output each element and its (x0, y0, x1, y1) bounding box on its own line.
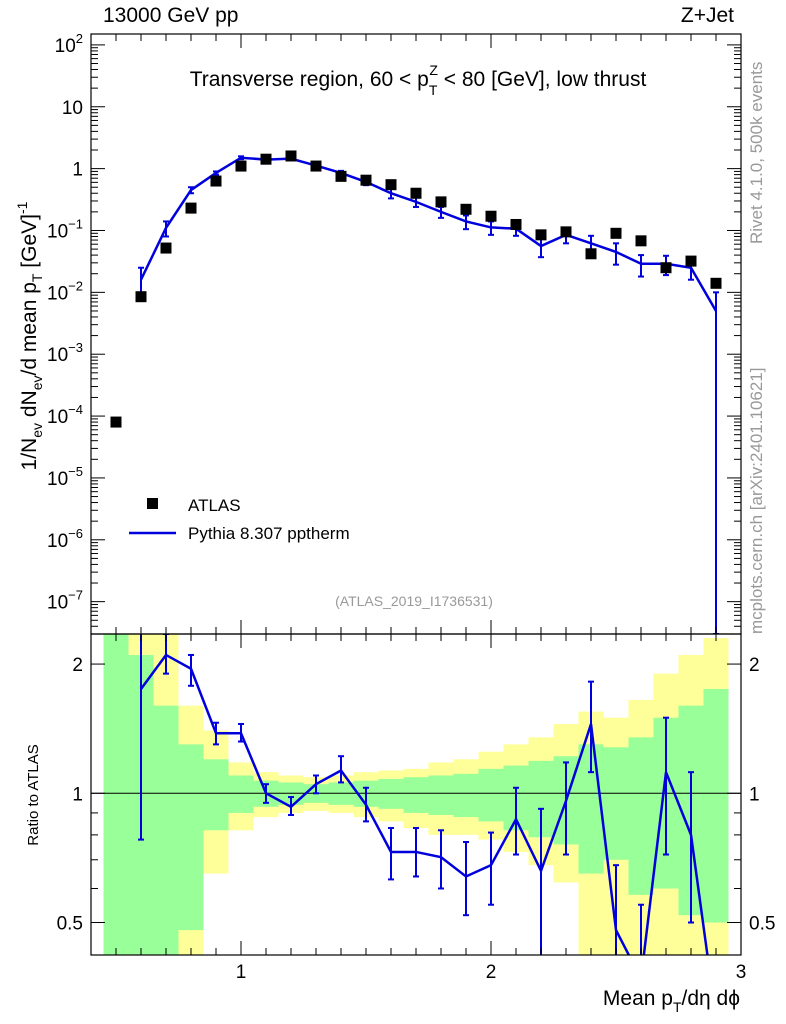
atlas-data-point (535, 229, 547, 241)
atlas-data-point (660, 262, 672, 274)
atlas-data-point (710, 277, 722, 289)
atlas-data-point (160, 242, 172, 254)
ratio-band-inner (453, 773, 479, 818)
analysis-label: (ATLAS_2019_I1736531) (335, 593, 493, 609)
ratio-uncertainty-bands (103, 634, 729, 955)
main-y-tick-label: 10−6 (47, 526, 83, 552)
atlas-data-point (485, 210, 497, 222)
main-plot-marks (110, 150, 722, 634)
ratio-band-inner (703, 688, 729, 923)
ratio-y-tick-label-left: 1 (72, 784, 83, 805)
atlas-data-point (135, 291, 147, 303)
atlas-data-point (310, 160, 322, 172)
main-y-tick-label: 10−3 (47, 340, 83, 366)
main-y-tick-label: 10−1 (47, 216, 83, 242)
ratio-plot-marks (91, 634, 741, 955)
ratio-y-tick-label-left: 2 (72, 655, 83, 676)
main-y-tick-label: 10−7 (47, 588, 83, 614)
main-y-tick-label: 10−2 (47, 278, 83, 304)
ratio-band-inner (628, 737, 654, 895)
atlas-data-point (610, 227, 622, 239)
atlas-data-point (460, 203, 472, 215)
legend-atlas-marker (147, 498, 158, 509)
ratio-y-axis-label: Ratio to ATLAS (25, 744, 42, 845)
x-axis-label: Mean pT/dη dϕ (603, 987, 740, 1015)
atlas-data-point (385, 179, 397, 191)
main-y-tick-label: 102 (55, 31, 83, 57)
atlas-data-point (185, 202, 197, 214)
ratio-y-tick-label-right: 1 (749, 784, 760, 805)
ratio-y-tick-label-right: 2 (749, 655, 760, 676)
main-frame (90, 33, 742, 635)
collision-label: 13000 GeV pp (103, 4, 239, 27)
ratio-band-inner (178, 744, 204, 931)
ratio-band-inner (403, 777, 429, 813)
main-y-tick-label: 10−5 (47, 464, 83, 490)
mc-line (139, 156, 718, 312)
ratio-band-inner (478, 768, 504, 822)
atlas-data-point (585, 248, 597, 260)
ratio-band-inner (378, 778, 404, 809)
rivet-label: Rivet 4.1.0, 500k events (747, 61, 766, 244)
atlas-data-point (410, 187, 422, 199)
atlas-data-point (510, 218, 522, 230)
ratio-band-inner (428, 775, 454, 816)
axes: 10−7 10−6 10−5 10−4 10−3 10−2 10−1 1 10 102 1 2 3 0.5… (47, 31, 775, 983)
process-label: Z+Jet (680, 4, 734, 27)
main-y-tick-label: 10−4 (47, 402, 83, 428)
atlas-data-point (560, 226, 572, 238)
atlas-data-point (435, 196, 447, 208)
ratio-band-inner (203, 759, 229, 831)
main-y-tick-label: 1 (72, 160, 83, 181)
legend: ATLAS Pythia 8.307 pptherm (129, 496, 350, 543)
x-tick-label: 1 (236, 962, 247, 983)
main-title: Transverse region, 60 < pTZ < 80 [GeV], … (190, 62, 647, 98)
ratio-y-tick-label-right: 0.5 (749, 913, 775, 934)
ratio-y-tick-label-left: 0.5 (57, 913, 83, 934)
x-tick-label: 2 (486, 962, 497, 983)
legend-atlas-label: ATLAS (188, 496, 241, 515)
atlas-data-point (360, 174, 372, 186)
main-y-axis-label: 1/Nev dNev/d mean pT [GeV]-1 (14, 201, 45, 470)
atlas-data-point (235, 160, 247, 172)
atlas-data-point (285, 150, 297, 162)
ratio-band-inner (603, 747, 629, 860)
atlas-data-point (210, 175, 222, 187)
atlas-data-point (635, 235, 647, 247)
ratio-band-inner (153, 705, 179, 955)
mcplots-label: mcplots.cern.ch [arXiv:2401.10621] (747, 367, 766, 634)
ratio-band-inner (103, 634, 129, 955)
legend-pythia-label: Pythia 8.307 pptherm (188, 524, 350, 543)
ratio-line (139, 653, 709, 955)
x-tick-label: 3 (736, 962, 747, 983)
atlas-data-point (110, 416, 122, 428)
atlas-data-point (260, 153, 272, 165)
main-y-tick-label: 10 (62, 98, 83, 119)
ratio-band-inner (228, 775, 254, 813)
atlas-data-point (335, 170, 347, 182)
atlas-data-point (685, 255, 697, 267)
